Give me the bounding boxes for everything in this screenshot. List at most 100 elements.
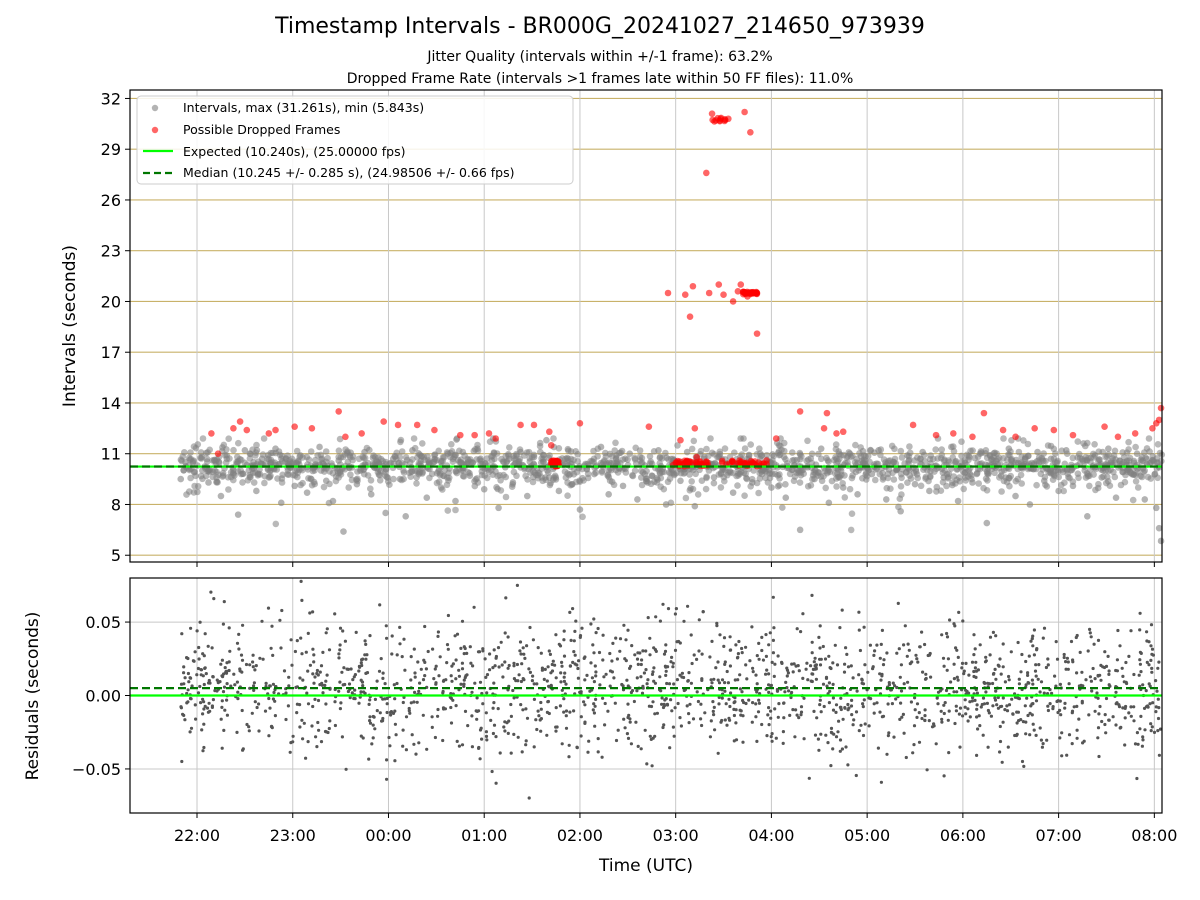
interval-point (1033, 458, 1040, 465)
residual-point (520, 750, 524, 754)
interval-point (444, 474, 451, 481)
interval-point (1142, 454, 1150, 462)
dropped-frame-point (747, 128, 754, 136)
interval-point (190, 469, 198, 476)
residual-point (422, 658, 426, 662)
residual-point (554, 706, 558, 710)
residual-point (393, 722, 397, 726)
interval-point (509, 479, 517, 486)
residual-point (816, 737, 821, 741)
residual-point (1136, 742, 1140, 746)
residual-point (927, 653, 932, 657)
residual-point (846, 702, 850, 707)
interval-point (402, 513, 410, 520)
residual-point (462, 678, 466, 682)
residual-point (686, 604, 690, 608)
dropped-frame-point (712, 117, 720, 124)
residual-point (773, 662, 777, 666)
residual-point (645, 762, 649, 766)
interval-point (642, 477, 650, 485)
residual-point (709, 719, 713, 723)
interval-point (1125, 438, 1132, 446)
residual-point (634, 720, 638, 724)
residual-point (359, 661, 363, 665)
residual-point (237, 632, 241, 637)
residual-point (868, 643, 873, 647)
residual-point (601, 658, 605, 662)
residual-point (499, 640, 503, 644)
dropped-frame-point (705, 289, 713, 297)
residual-point (991, 681, 995, 686)
interval-point (634, 496, 641, 503)
residual-point (911, 751, 915, 755)
interval-point (219, 469, 227, 477)
interval-point (497, 477, 504, 484)
residual-point (897, 647, 901, 651)
interval-point (289, 459, 297, 466)
residual-point (385, 702, 389, 706)
residual-point (1053, 674, 1057, 678)
residual-point (290, 663, 294, 667)
residual-point (863, 663, 867, 667)
residual-point (496, 707, 500, 711)
residual-point (954, 709, 959, 713)
residual-point (1021, 720, 1025, 724)
residual-point (268, 706, 272, 710)
dropped-frame-point (552, 458, 560, 466)
interval-point (1105, 445, 1112, 452)
residual-point (1054, 684, 1058, 688)
residual-point (1114, 668, 1118, 673)
interval-point (1127, 469, 1134, 476)
residual-point (972, 633, 976, 637)
dropped-frame-point (691, 425, 699, 432)
residual-point (524, 707, 528, 711)
residual-point (194, 717, 198, 721)
residual-point (678, 673, 682, 677)
residual-point (624, 659, 628, 663)
interval-point (1024, 440, 1032, 448)
residual-point (279, 646, 283, 650)
interval-point (239, 470, 246, 478)
residual-point (861, 702, 865, 706)
residual-point (299, 636, 303, 640)
residual-point (294, 685, 298, 690)
interval-point (1040, 477, 1048, 485)
interval-point (400, 469, 408, 476)
residual-point (324, 631, 328, 635)
interval-point (261, 479, 268, 487)
residual-point (462, 652, 466, 656)
residual-point (1065, 753, 1069, 757)
residual-point (978, 643, 982, 647)
residual-point (1015, 710, 1019, 714)
residual-point (207, 678, 211, 683)
legend-label-median: Median (10.245 +/- 0.285 s), (24.98506 +… (183, 165, 514, 180)
interval-point (756, 469, 763, 477)
residual-point (700, 677, 704, 681)
interval-point (703, 445, 710, 453)
residual-point (327, 726, 331, 731)
residual-point (797, 669, 801, 673)
residual-point (799, 710, 804, 714)
dropped-frame-point (1157, 404, 1165, 412)
residual-point (641, 649, 645, 653)
x-tick-label: 04:00 (748, 826, 794, 845)
interval-point (631, 454, 638, 462)
intervals-y-tick-label: 26 (101, 191, 121, 210)
residual-point (404, 715, 409, 719)
residual-point (455, 739, 459, 744)
residual-point (475, 717, 479, 721)
residual-point (460, 619, 465, 623)
residual-point (1132, 705, 1136, 709)
residual-point (996, 695, 1000, 700)
residual-point (300, 652, 304, 656)
dropped-frame-point (980, 409, 988, 417)
residual-point (463, 709, 468, 714)
residual-point (554, 729, 558, 733)
residual-point (810, 593, 814, 598)
residual-point (509, 702, 513, 707)
residual-point (289, 638, 293, 642)
residual-point (777, 702, 781, 706)
dropped-frame-point (517, 421, 524, 429)
interval-point (515, 458, 522, 466)
